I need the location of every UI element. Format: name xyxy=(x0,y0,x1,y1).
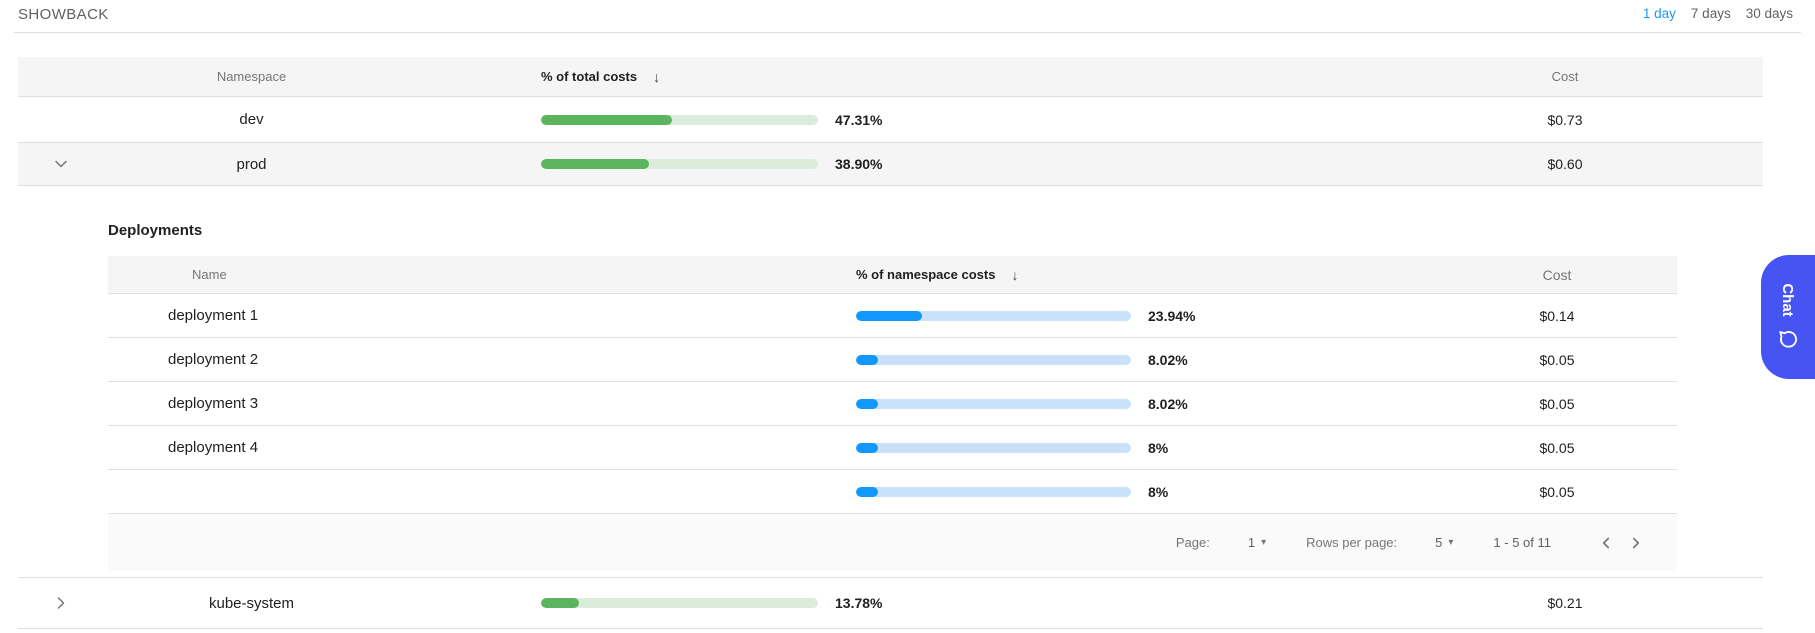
cost-column-header: Cost xyxy=(1542,266,1572,283)
percent-bar xyxy=(856,354,1131,365)
deployment-name: deployment 2 xyxy=(168,351,259,368)
chevron-left-icon xyxy=(1602,537,1610,548)
percent-bar xyxy=(541,114,818,125)
time-range-1-day[interactable]: 1 day xyxy=(1642,6,1676,21)
table-row-dev[interactable]: dev 47.31% $0.73 xyxy=(18,97,1763,143)
percent-bar xyxy=(856,442,1131,453)
deployments-table: Name % of namespace costs ↓ Cost deploym… xyxy=(108,256,1677,571)
prod-deployments-panel: Deployments Name % of namespace costs ↓ … xyxy=(18,222,1763,578)
deployments-pagination: Page: 1 ▾ Rows per page: 5 ▾ 1 - 5 of 11 xyxy=(108,514,1677,571)
percent-bar xyxy=(541,159,818,169)
chevron-down-icon[interactable]: ▾ xyxy=(1261,537,1267,548)
percent-value: 13.78% xyxy=(835,595,883,611)
chat-button-label: Chat xyxy=(1779,283,1797,317)
cost-value: $0.05 xyxy=(1539,395,1575,412)
next-page-button[interactable] xyxy=(1621,534,1651,552)
percent-bar xyxy=(856,310,1131,321)
chevron-down-icon xyxy=(54,160,67,168)
deployment-name: deployment 3 xyxy=(168,395,259,412)
pagination-range: 1 - 5 of 11 xyxy=(1493,535,1551,550)
sort-descending-icon[interactable]: ↓ xyxy=(653,68,661,85)
namespace-name: dev xyxy=(239,111,264,128)
chevron-right-icon xyxy=(1632,537,1640,548)
percent-value: 47.31% xyxy=(835,111,883,128)
namespaces-table: Namespace % of total costs ↓ Cost dev 47… xyxy=(18,57,1763,629)
deployment-name: deployment 1 xyxy=(168,307,259,324)
namespace-name: prod xyxy=(236,155,267,173)
namespace-name: kube-system xyxy=(208,594,295,612)
sort-descending-icon[interactable]: ↓ xyxy=(1011,266,1019,283)
table-row-deployment-1[interactable]: deployment 1 23.94% $0.14 xyxy=(108,294,1677,338)
table-row-kube-system[interactable]: kube-system 13.78% $0.21 xyxy=(18,578,1763,629)
percent-bar xyxy=(856,486,1131,497)
percent-bar xyxy=(541,598,818,608)
table-row-prod[interactable]: prod 38.90% $0.60 xyxy=(18,143,1763,186)
time-range-selector: 1 day 7 days 30 days xyxy=(1643,6,1797,21)
chat-button[interactable]: Chat xyxy=(1761,255,1815,379)
cost-value: $0.05 xyxy=(1539,483,1575,500)
namespaces-table-header: Namespace % of total costs ↓ Cost xyxy=(18,57,1763,97)
deployment-name: deployment 4 xyxy=(168,439,259,456)
time-range-7-days[interactable]: 7 days xyxy=(1690,6,1731,21)
percent-value: 23.94% xyxy=(1148,307,1196,324)
percent-value: 38.90% xyxy=(835,156,883,172)
chevron-right-icon xyxy=(57,597,64,609)
cost-value: $0.05 xyxy=(1539,351,1575,368)
percent-value: 8.02% xyxy=(1148,351,1188,368)
page-title: SHOWBACK xyxy=(18,6,109,23)
percent-total-costs-column-header[interactable]: % of total costs ↓ xyxy=(541,68,661,85)
rows-per-page-select[interactable]: 5 xyxy=(1435,535,1443,550)
time-range-30-days[interactable]: 30 days xyxy=(1745,6,1793,21)
rows-per-page-label: Rows per page: xyxy=(1306,535,1398,550)
table-row-deployment-3[interactable]: deployment 3 8.02% $0.05 xyxy=(108,382,1677,426)
deployments-table-header: Name % of namespace costs ↓ Cost xyxy=(108,256,1677,294)
collapse-prod-button[interactable] xyxy=(18,154,103,174)
cost-value: $0.14 xyxy=(1539,307,1575,324)
cost-value: $0.60 xyxy=(1547,156,1583,172)
percent-namespace-costs-column-header[interactable]: % of namespace costs ↓ xyxy=(856,266,1019,283)
expand-kube-system-button[interactable] xyxy=(18,593,103,613)
cost-column-header: Cost xyxy=(1551,69,1579,84)
cost-value: $0.05 xyxy=(1539,439,1575,456)
chat-bubble-icon xyxy=(1779,331,1797,348)
percent-value: 8% xyxy=(1148,483,1169,500)
table-row-deployment-4[interactable]: deployment 4 8% $0.05 xyxy=(108,426,1677,470)
cost-value: $0.21 xyxy=(1547,595,1583,611)
namespace-column-header: Namespace xyxy=(216,69,287,84)
deployments-panel-title: Deployments xyxy=(108,222,203,239)
chevron-down-icon[interactable]: ▾ xyxy=(1448,537,1454,548)
percent-value: 8% xyxy=(1148,439,1169,456)
name-column-header: Name xyxy=(192,267,227,282)
table-row-deployment-2[interactable]: deployment 2 8.02% $0.05 xyxy=(108,338,1677,382)
table-row-deployment-5[interactable]: 8% $0.05 xyxy=(108,470,1677,514)
page-select[interactable]: 1 xyxy=(1247,535,1256,550)
percent-bar xyxy=(856,398,1131,409)
percent-value: 8.02% xyxy=(1148,395,1188,412)
page-label: Page: xyxy=(1175,535,1210,550)
top-bar: SHOWBACK 1 day 7 days 30 days xyxy=(14,0,1801,33)
cost-value: $0.73 xyxy=(1547,111,1583,128)
previous-page-button[interactable] xyxy=(1591,534,1621,552)
